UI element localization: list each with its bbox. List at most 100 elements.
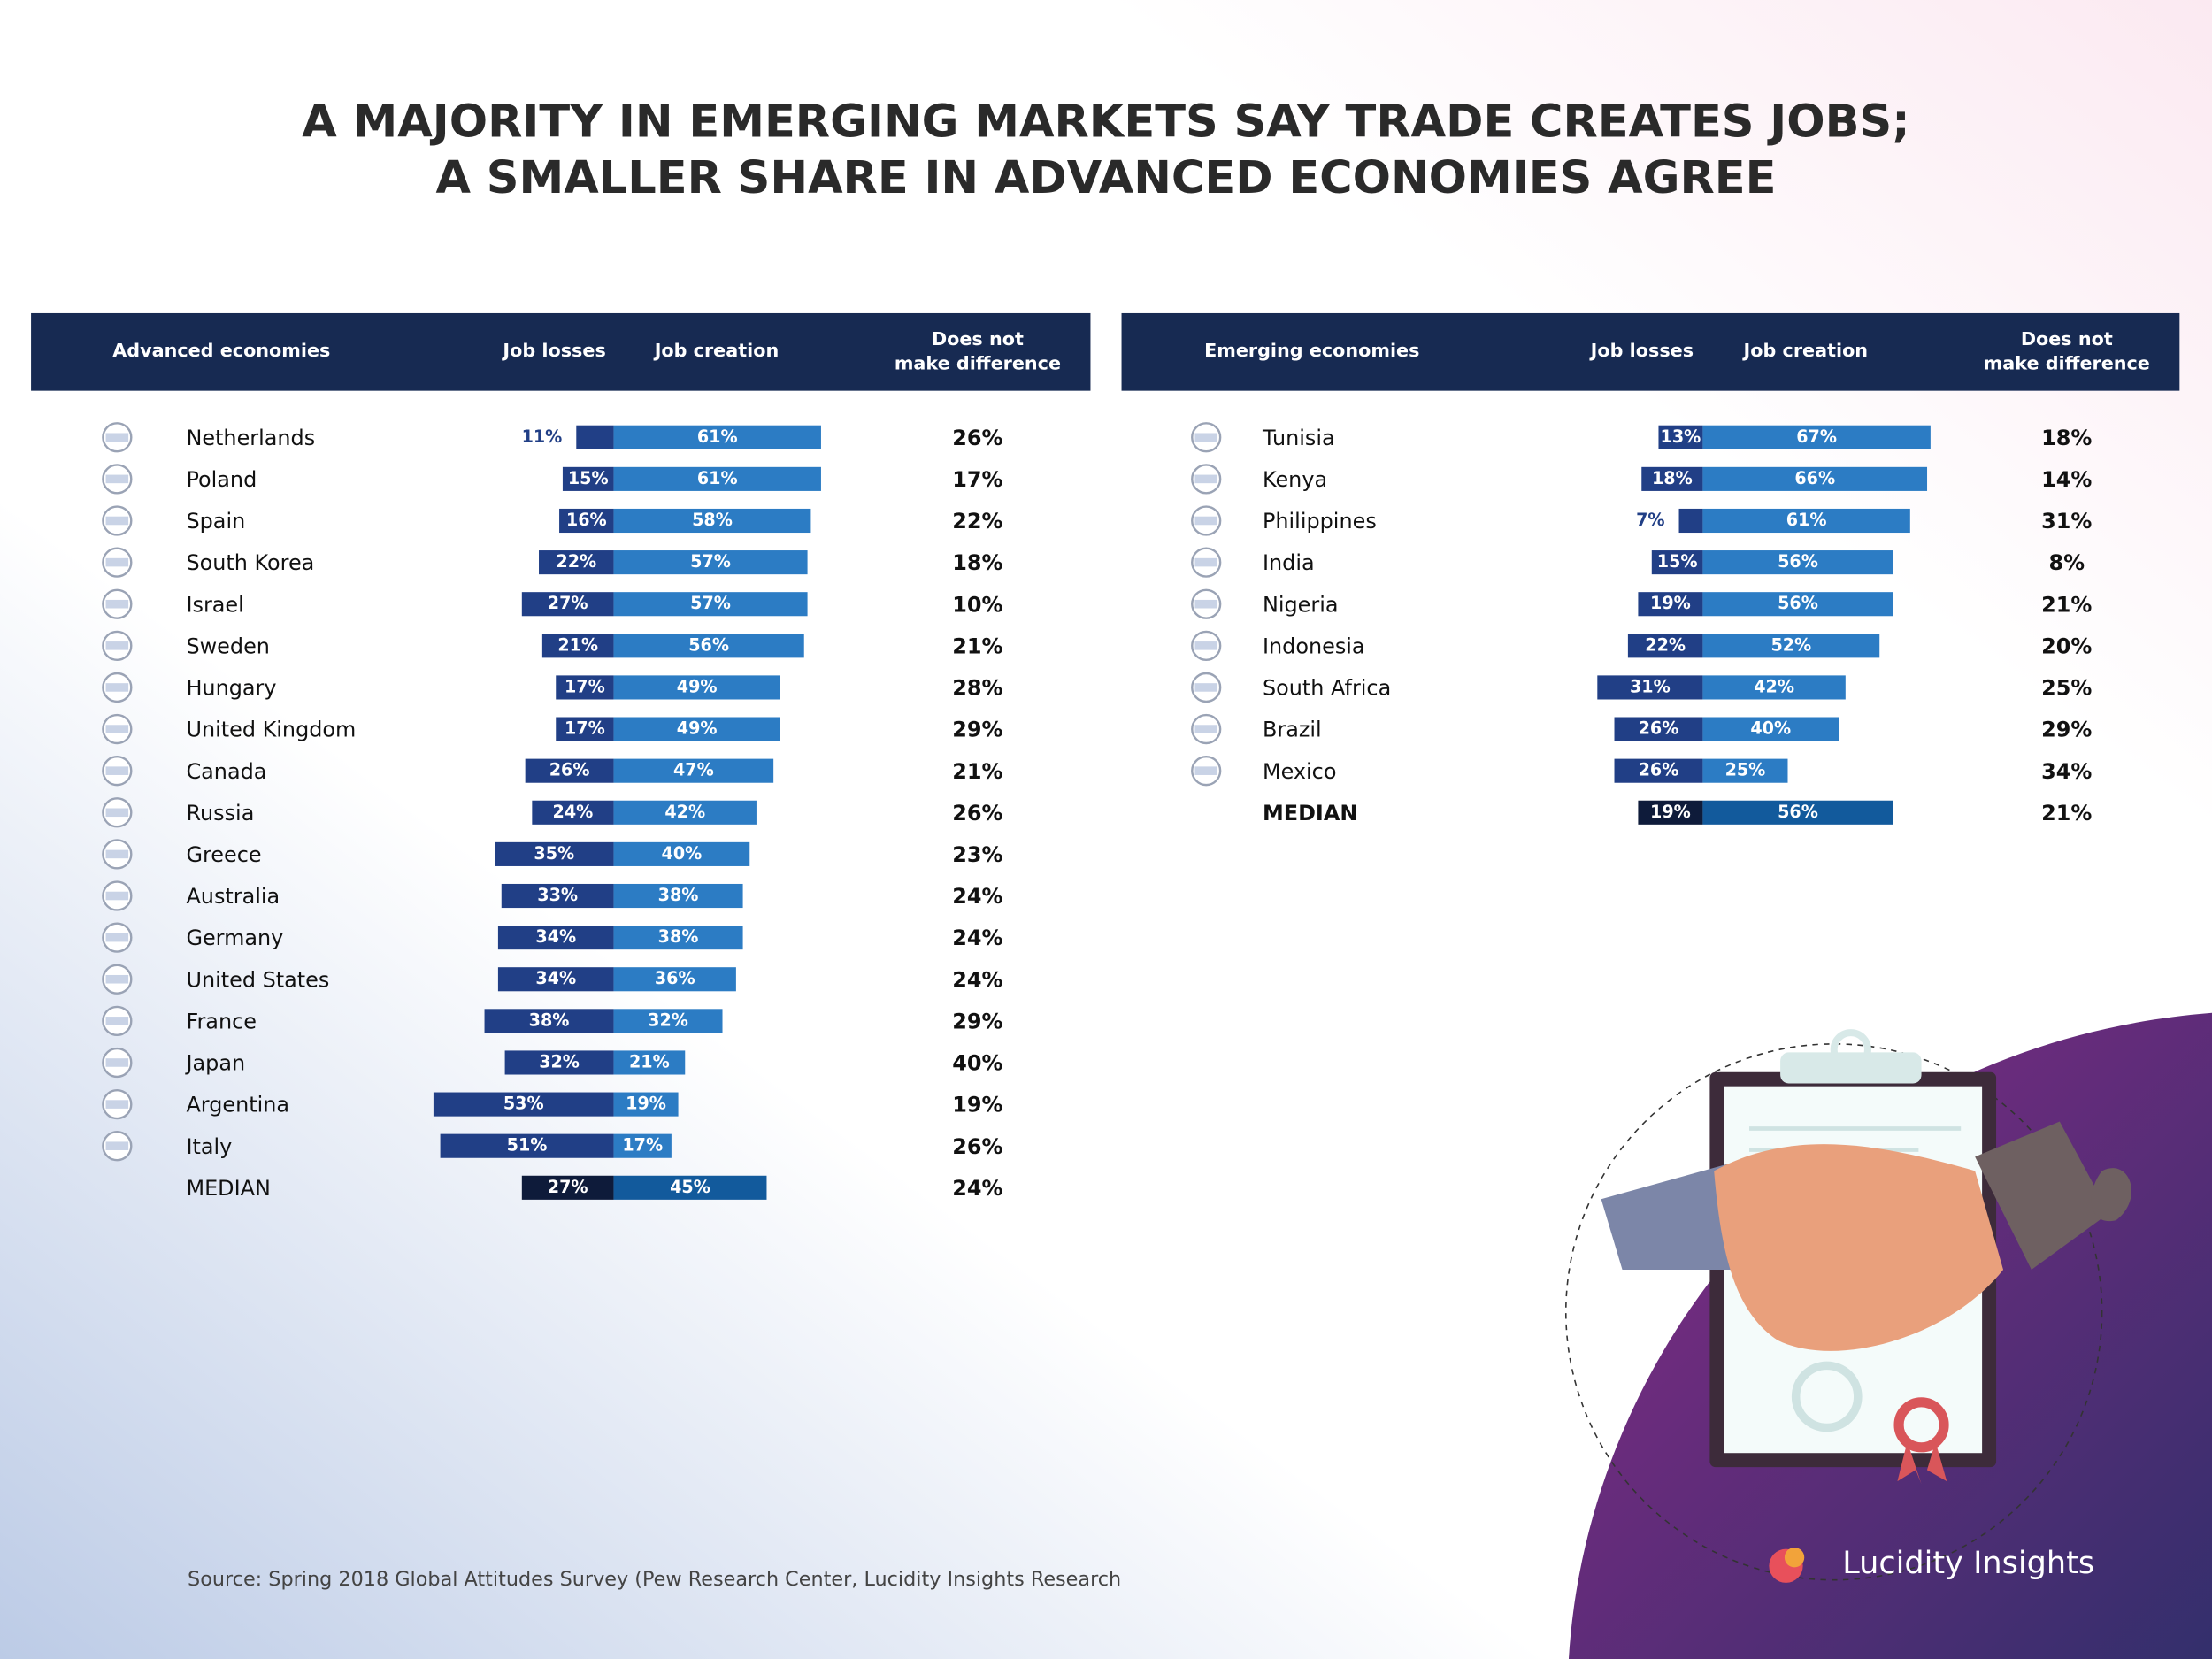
no-difference-value: 29%: [2041, 718, 2092, 742]
bar-job-losses: [525, 758, 614, 783]
category-label: Sweden: [186, 634, 269, 658]
category-label: Indonesia: [1263, 634, 1365, 658]
flag-stripe: [1194, 516, 1217, 526]
no-difference-value: 26%: [952, 1134, 1002, 1159]
bar-label: 56%: [688, 634, 729, 655]
bar-label: 67%: [1796, 426, 1837, 447]
bar-job-creation: [613, 425, 821, 449]
bar-job-creation: [613, 592, 808, 617]
no-difference-value: 18%: [2041, 426, 2092, 450]
bar-label: 45%: [670, 1177, 710, 1197]
bar-job-creation: [613, 675, 780, 700]
bar-label: 57%: [690, 551, 731, 572]
flag-stripe: [105, 974, 129, 984]
brand-name: Lucidity Insights: [1842, 1545, 2094, 1581]
bar-label: 47%: [673, 760, 714, 780]
no-difference-value: 17%: [952, 467, 1002, 492]
flag-stripe: [105, 433, 129, 442]
category-label: Argentina: [186, 1093, 289, 1118]
bar-job-losses: [562, 466, 614, 491]
bar-job-creation: [613, 1050, 686, 1075]
bar-label: 34%: [535, 968, 576, 988]
flag-stripe: [1194, 599, 1217, 609]
bar-job-creation: [613, 550, 808, 575]
flag-stripe: [1194, 683, 1217, 692]
category-label: United Kingdom: [186, 718, 356, 742]
bar-label: 31%: [1630, 676, 1671, 696]
bar-label: 58%: [692, 510, 733, 530]
bar-label: 19%: [1650, 593, 1691, 613]
category-label: Canada: [186, 759, 266, 784]
bar-job-creation: [613, 758, 774, 783]
brand-logo: Lucidity Insights: [1769, 1545, 2094, 1583]
bar-label: 52%: [1770, 634, 1811, 655]
legend-header: Does not make difference: [895, 328, 1061, 373]
bar-label: 15%: [1657, 551, 1698, 572]
bar-label: 32%: [648, 1010, 688, 1030]
bar-job-creation: [613, 883, 743, 909]
bar-label: 22%: [556, 551, 596, 572]
bar-job-creation: [1702, 800, 1893, 825]
category-label: South Korea: [186, 550, 314, 575]
category-label: Japan: [184, 1051, 245, 1076]
flag-stripe: [105, 557, 129, 567]
flag-stripe: [1194, 725, 1217, 733]
bar-label: 13%: [1661, 426, 1701, 447]
category-label: Tunisia: [1262, 426, 1335, 450]
bar-label: 15%: [568, 468, 609, 488]
bar-label: 17%: [565, 718, 605, 739]
bar-job-creation: [613, 1175, 767, 1200]
bar-job-losses: [556, 675, 614, 700]
bar-job-creation: [1702, 508, 1910, 534]
category-label: France: [186, 1009, 256, 1033]
bar-job-creation: [1702, 466, 1928, 491]
no-difference-value: 26%: [952, 426, 1002, 450]
header-band: [31, 312, 1091, 391]
bar-label: 18%: [1652, 468, 1693, 488]
flag-stripe: [105, 766, 129, 775]
no-difference-value: 8%: [2048, 550, 2085, 575]
flag-stripe: [105, 599, 129, 609]
group-label: Advanced economies: [112, 340, 330, 361]
bar-job-losses: [501, 883, 614, 909]
bar-job-losses: [1614, 758, 1703, 783]
flag-stripe: [105, 849, 129, 859]
category-label: United States: [186, 967, 329, 992]
bar-job-creation: [613, 634, 804, 658]
category-label: Russia: [186, 801, 254, 826]
legend-header: Job losses: [501, 340, 605, 361]
bar-label: 40%: [1750, 718, 1791, 739]
category-label: South Africa: [1263, 676, 1391, 701]
bar-job-losses: [556, 717, 614, 741]
flag-stripe: [105, 933, 129, 942]
bar-job-losses: [541, 634, 614, 658]
category-label: Australia: [186, 884, 280, 909]
title-line: A MAJORITY IN EMERGING MARKETS SAY TRADE…: [302, 96, 1909, 148]
bar-label: 56%: [1778, 802, 1818, 822]
flag-stripe: [105, 1058, 129, 1067]
category-label: Spain: [186, 509, 245, 534]
category-label: MEDIAN: [186, 1176, 270, 1201]
no-difference-value: 28%: [952, 676, 1002, 701]
bar-job-creation: [1702, 550, 1893, 575]
source-note: Source: Spring 2018 Global Attitudes Sur…: [188, 1568, 1121, 1591]
no-difference-value: 29%: [952, 1009, 1002, 1033]
bar-label: 33%: [537, 885, 578, 905]
category-label: Netherlands: [186, 426, 315, 450]
no-difference-value: 10%: [952, 592, 1002, 617]
flag-stripe: [105, 474, 129, 484]
no-difference-value: 21%: [952, 634, 1002, 658]
bar-job-losses: [539, 550, 614, 575]
no-difference-value: 14%: [2041, 467, 2092, 492]
bar-job-creation: [1702, 592, 1893, 617]
bar-label: 53%: [503, 1094, 544, 1114]
bar-label: 42%: [664, 802, 705, 822]
bar-job-creation: [613, 1133, 672, 1158]
flag-stripe: [1194, 433, 1217, 442]
flag-stripe: [1194, 474, 1217, 484]
bar-job-creation: [1702, 717, 1839, 741]
bar-job-creation: [1702, 758, 1788, 783]
bar-job-creation: [613, 1009, 723, 1033]
bar-job-losses: [1614, 717, 1703, 741]
